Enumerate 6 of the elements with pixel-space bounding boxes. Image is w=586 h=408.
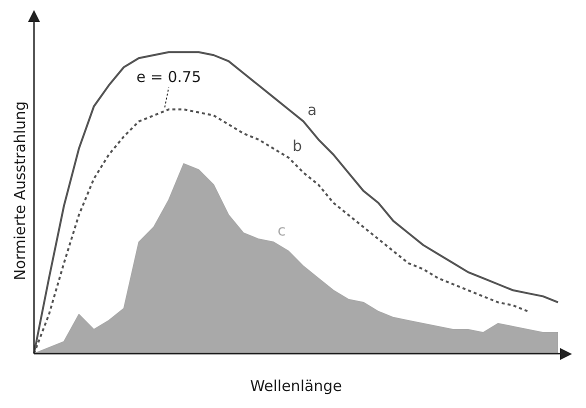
y-axis-title: Normierte Ausstrahlung <box>10 101 29 280</box>
series-label: b <box>292 137 302 156</box>
x-axis-title: Wellenlänge <box>250 376 342 395</box>
annotation: e = 0.75 <box>136 68 202 86</box>
series-label: c <box>278 221 286 240</box>
series-label: a <box>307 100 317 119</box>
